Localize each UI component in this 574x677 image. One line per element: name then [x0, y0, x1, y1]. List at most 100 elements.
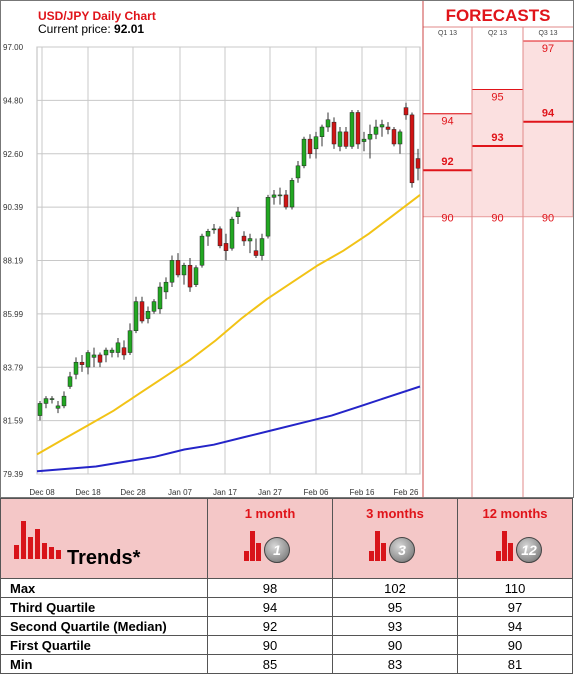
candle-body	[145, 311, 151, 319]
candle-body	[289, 180, 295, 208]
candle-body	[127, 330, 133, 353]
candle-body	[169, 260, 175, 283]
candle-body	[277, 194, 283, 197]
forecast-range-box	[471, 88, 524, 218]
candle-body	[367, 134, 373, 140]
candle-body	[349, 112, 355, 147]
candle-body	[85, 352, 91, 368]
candle-body	[235, 211, 241, 217]
row-label: First Quartile	[0, 635, 208, 655]
candle-body	[91, 354, 97, 358]
candle-body	[187, 264, 193, 288]
number-circle-icon: 3	[389, 537, 415, 563]
forecast-col-label: Q3 13	[538, 30, 557, 37]
candle-body	[49, 398, 55, 400]
candle-body	[295, 165, 301, 179]
candle-body	[307, 138, 313, 154]
candle-body	[67, 376, 73, 387]
cell-value: 94	[207, 597, 333, 617]
candle-body	[415, 158, 421, 169]
forecast-mid-value: 92	[441, 156, 453, 168]
candle-body	[265, 197, 271, 237]
candle-body	[133, 301, 139, 331]
candle-body	[373, 126, 379, 135]
x-tick-label: Dec 18	[75, 488, 101, 497]
horizon-icon: 12	[459, 521, 571, 567]
forecast-low-value: 90	[491, 213, 503, 225]
row-label: Third Quartile	[0, 597, 208, 617]
horizon-1-month: 1 month 1	[207, 498, 333, 579]
candle-body	[253, 250, 259, 256]
trends-header-cell: Trends*	[0, 498, 208, 579]
current-price-label: Current price: 92.01	[38, 22, 144, 36]
ma-short-line	[36, 194, 421, 456]
table-row: Max 98 102 110	[0, 578, 573, 598]
candle-body	[391, 129, 397, 145]
cell-value: 110	[457, 578, 573, 598]
row-label: Max	[0, 578, 208, 598]
row-label: Second Quartile (Median)	[0, 616, 208, 636]
y-tick-label: 97.00	[3, 43, 24, 52]
forecast-high-value: 94	[441, 116, 453, 128]
forecast-high-value: 95	[491, 91, 503, 103]
candle-body	[319, 126, 325, 137]
cell-value: 95	[332, 597, 458, 617]
y-axis: 97.00 94.80 92.60 90.39 88.19 85.99 83.79 81.59…	[3, 43, 24, 479]
x-tick-label: Feb 16	[350, 488, 375, 497]
candle-body	[241, 235, 247, 242]
mini-bar-icon	[496, 531, 522, 561]
y-tick-label: 83.79	[3, 363, 24, 372]
candle-body	[325, 119, 331, 128]
forecast-col-label: Q1 13	[438, 30, 457, 37]
usdjpy-chart: 97.00 94.80 92.60 90.39 88.19 85.99 83.79 81.59…	[0, 0, 574, 498]
forecast-low-value: 90	[542, 213, 554, 225]
mini-bar-icon	[244, 531, 270, 561]
cell-value: 90	[332, 635, 458, 655]
price-label-text: Current price:	[38, 22, 111, 36]
cell-value: 83	[332, 654, 458, 674]
candle-body	[205, 231, 211, 237]
cell-value: 98	[207, 578, 333, 598]
candle-body	[55, 405, 61, 409]
x-axis: Dec 08 Dec 18 Dec 28 Jan 07 Jan 17 Jan 27 Feb …	[29, 488, 419, 497]
candle-body	[151, 301, 157, 312]
candle-body	[73, 361, 79, 375]
cell-value: 94	[457, 616, 573, 636]
candle-body	[199, 235, 205, 266]
trends-title: Trends*	[67, 547, 141, 569]
y-tick-label: 94.80	[3, 96, 24, 105]
x-tick-label: Jan 07	[168, 488, 193, 497]
number-circle-icon: 12	[516, 537, 542, 563]
x-tick-label: Feb 26	[394, 488, 419, 497]
candle-body	[331, 121, 337, 145]
candle-body	[211, 228, 217, 231]
candle-body	[109, 349, 115, 353]
candle-body	[181, 264, 187, 276]
candle-body	[301, 138, 307, 167]
candles	[37, 102, 421, 421]
horizon-12-months: 12 months 12	[457, 498, 573, 579]
candle-body	[403, 107, 409, 116]
cell-value: 90	[207, 635, 333, 655]
candle-body	[175, 260, 181, 276]
horizon-label: 12 months	[482, 506, 548, 521]
candle-body	[193, 267, 199, 285]
candle-body	[313, 136, 319, 150]
cell-value: 90	[457, 635, 573, 655]
candle-body	[139, 301, 145, 322]
price-value: 92.01	[114, 22, 144, 36]
x-tick-label: Dec 08	[29, 488, 55, 497]
candle-body	[379, 124, 385, 128]
horizon-label: 3 months	[366, 506, 424, 521]
candle-body	[103, 349, 109, 356]
x-tick-label: Dec 28	[120, 488, 146, 497]
forecast-title: FORECASTS	[446, 6, 551, 25]
forecast-high-value: 97	[542, 43, 554, 55]
candle-body	[337, 131, 343, 147]
horizon-icon: 3	[334, 521, 456, 567]
x-tick-label: Jan 17	[213, 488, 238, 497]
candle-body	[259, 238, 265, 256]
row-label: Min	[0, 654, 208, 674]
table-row: First Quartile 90 90 90	[0, 635, 573, 655]
table-row: Min 85 83 81	[0, 654, 573, 674]
